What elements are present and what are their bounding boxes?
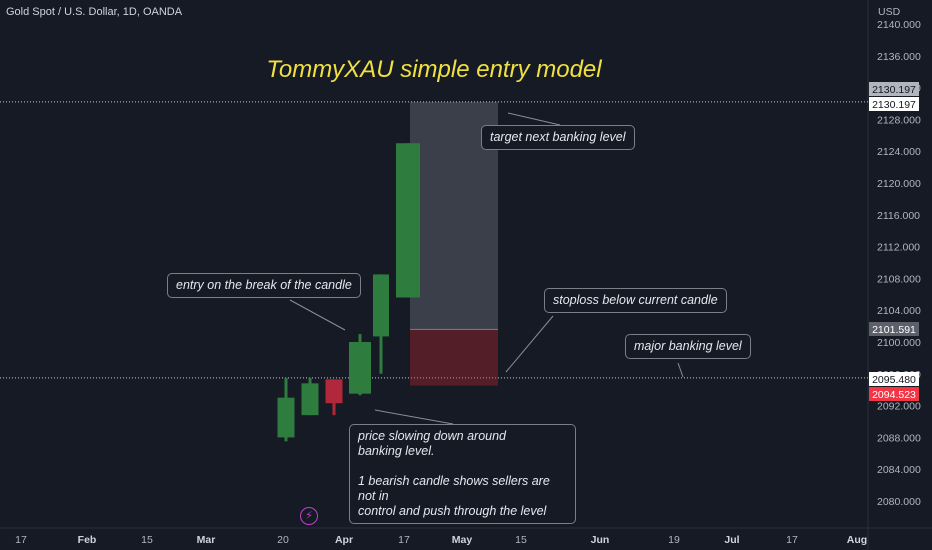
x-tick-label: May (452, 534, 473, 546)
y-tick-label: 2108.000 (877, 273, 921, 285)
y-tick-label: 2136.000 (877, 51, 921, 63)
price-badge (869, 97, 919, 111)
callout-entry-pointer (289, 299, 346, 331)
y-tick-label: 2100.000 (877, 337, 921, 349)
x-tick-label: Jun (591, 534, 610, 546)
price-badge (869, 372, 919, 386)
callout-major-banking[interactable]: major banking level (625, 334, 751, 359)
currency-label: USD (878, 6, 901, 18)
callout-target[interactable]: target next banking level (481, 125, 635, 150)
price-badge-label: 2130.197 (872, 99, 916, 111)
y-tick-label: 2088.000 (877, 432, 921, 444)
callout-target-pointer (507, 112, 561, 126)
x-tick-label: 15 (515, 534, 527, 546)
callout-price-pointer (374, 409, 454, 425)
chart-title: TommyXAU simple entry model (266, 56, 602, 83)
y-tick-label: 2084.000 (877, 464, 921, 476)
price-badge (869, 82, 919, 96)
y-tick-label: 2092.000 (877, 401, 921, 413)
x-tick-label: 17 (15, 534, 27, 546)
x-tick-label: 19 (668, 534, 680, 546)
symbol-label[interactable]: Gold Spot / U.S. Dollar, 1D, OANDA (6, 6, 183, 18)
x-tick-label: Aug (847, 534, 867, 546)
price-badge-label: 2130.197 (872, 84, 916, 96)
callout-stoploss-pointer (505, 315, 554, 373)
candle-body[interactable] (396, 143, 420, 298)
position-stop-zone[interactable] (410, 329, 498, 386)
x-tick-label: 17 (398, 534, 410, 546)
callout-major-pointer (677, 362, 684, 378)
y-tick-label: 2120.000 (877, 178, 921, 190)
candle-body[interactable] (277, 397, 295, 438)
x-tick-label: Mar (197, 534, 216, 546)
y-tick-label: 2104.000 (877, 305, 921, 317)
y-tick-label: 2116.000 (877, 210, 920, 222)
price-badge-label: 2095.480 (872, 374, 916, 386)
price-badge (869, 322, 919, 336)
lightning-icon[interactable]: ⚡ (300, 507, 318, 525)
price-badge-label: 2094.523 (872, 389, 916, 401)
x-tick-label: 17 (786, 534, 798, 546)
y-tick-label: 2124.000 (877, 146, 921, 158)
callout-price-slowing[interactable]: price slowing down around banking level.… (349, 424, 576, 524)
candle-body[interactable] (373, 274, 389, 337)
candle-body[interactable] (349, 342, 371, 394)
candle-body[interactable] (325, 379, 343, 404)
y-tick-label: 2080.000 (877, 496, 921, 508)
x-tick-label: Feb (78, 534, 97, 546)
x-tick-label: Jul (724, 534, 739, 546)
x-tick-label: Apr (335, 534, 353, 546)
price-badge (869, 387, 919, 401)
x-tick-label: 15 (141, 534, 153, 546)
candle-body[interactable] (301, 383, 319, 416)
y-tick-label: 2112.000 (877, 242, 920, 254)
y-tick-label: 2140.000 (877, 19, 921, 31)
price-badge-label: 2101.591 (872, 324, 916, 336)
x-tick-label: 20 (277, 534, 289, 546)
callout-stoploss[interactable]: stoploss below current candle (544, 288, 727, 313)
callout-entry[interactable]: entry on the break of the candle (167, 273, 361, 298)
y-tick-label: 2128.000 (877, 114, 921, 126)
